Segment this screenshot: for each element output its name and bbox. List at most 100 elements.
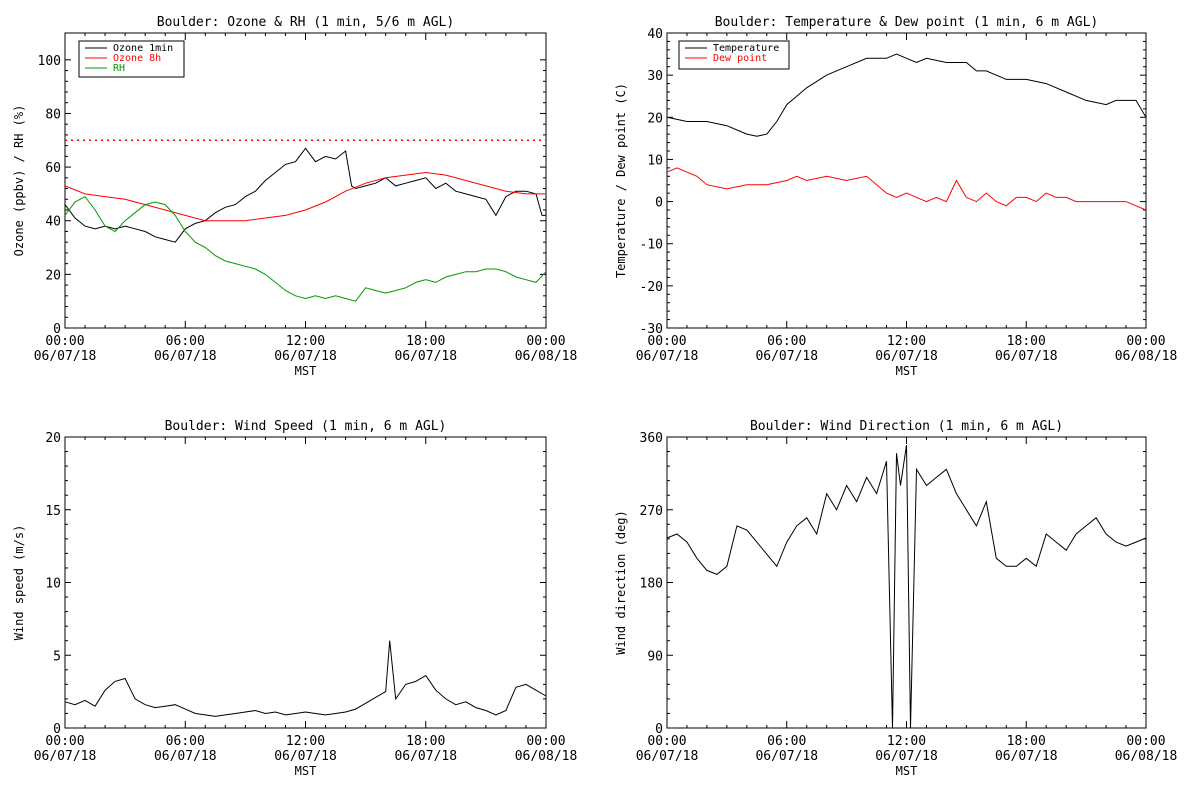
chart-0-ytick-label-5: 100 [38, 54, 61, 69]
chart-3-ylabel: Wind direction (deg) [614, 510, 628, 655]
chart-2-ytick-label-2: 10 [45, 577, 61, 592]
chart-3-series-series-0 [666, 445, 1147, 729]
chart-3-xlabel: MST [896, 764, 918, 778]
chart-1-series-dew-point [666, 167, 1147, 211]
chart-0-ytick-label-4: 80 [45, 107, 61, 122]
chart-2-xtick-label-4-1: 06/08/18 [515, 749, 578, 764]
chart-0-xtick-label-3-1: 06/07/18 [394, 349, 457, 364]
chart-3-xtick-label-4-0: 00:00 [1126, 734, 1165, 749]
chart-1-xtick-label-2-1: 06/07/18 [875, 349, 938, 364]
chart-1-xtick-label-3-0: 18:00 [1007, 334, 1046, 349]
chart-1-legend-box [678, 40, 790, 70]
chart-2-ytick-label-0: 0 [53, 722, 61, 737]
chart-0-xtick-label-1-0: 06:00 [166, 334, 205, 349]
chart-1-xtick-label-1-1: 06/07/18 [755, 349, 818, 364]
chart-2-xtick-label-0-0: 00:00 [45, 734, 84, 749]
chart-1-ytick-label-2: -10 [640, 238, 663, 253]
chart-0-xtick-label-4-0: 00:00 [526, 334, 565, 349]
chart-1-xtick-label-3-1: 06/07/18 [995, 349, 1058, 364]
chart-1-ytick-label-4: 10 [647, 153, 663, 168]
chart-2-xtick-label-3-1: 06/07/18 [394, 749, 457, 764]
chart-1-xlabel: MST [896, 364, 918, 378]
chart-2-ytick-label-4: 20 [45, 431, 61, 446]
chart-2-title: Boulder: Wind Speed (1 min, 6 m AGL) [165, 419, 447, 434]
chart-0-xtick-label-0-0: 00:00 [45, 334, 84, 349]
chart-1-title: Boulder: Temperature & Dew point (1 min,… [715, 15, 1099, 30]
chart-2-ytick-label-1: 5 [53, 649, 61, 664]
chart-0-legend-box [78, 40, 185, 78]
chart-3-xtick-label-2-1: 06/07/18 [875, 749, 938, 764]
chart-0-series-ozone-1min [64, 147, 546, 243]
chart-3-xtick-label-2-0: 12:00 [887, 734, 926, 749]
chart-3-title: Boulder: Wind Direction (1 min, 6 m AGL) [750, 419, 1063, 434]
chart-2-xtick-label-2-1: 06/07/18 [274, 749, 337, 764]
chart-1-xtick-label-0-0: 00:00 [647, 334, 686, 349]
chart-2-xtick-label-1-0: 06:00 [166, 734, 205, 749]
chart-2-ytick-label-3: 15 [45, 504, 61, 519]
chart-3-ytick-label-4: 360 [640, 431, 663, 446]
chart-3-xtick-label-1-0: 06:00 [767, 734, 806, 749]
chart-3-ytick-label-3: 270 [640, 504, 663, 519]
chart-0-series-rh [64, 195, 547, 302]
chart-3-ytick-label-1: 90 [647, 649, 663, 664]
chart-1-ytick-label-7: 40 [647, 27, 663, 42]
chart-2-xtick-label-3-0: 18:00 [406, 734, 445, 749]
chart-1-legend-label-1: Dew point [713, 53, 767, 64]
chart-1-xtick-label-1-0: 06:00 [767, 334, 806, 349]
chart-0-xtick-label-4-1: 06/08/18 [515, 349, 578, 364]
chart-2-xtick-label-4-0: 00:00 [526, 734, 565, 749]
chart-0-ytick-label-2: 40 [45, 215, 61, 230]
chart-1-series-temperature [666, 53, 1147, 137]
chart-0-xtick-label-3-0: 18:00 [406, 334, 445, 349]
chart-0-xtick-label-0-1: 06/07/18 [34, 349, 97, 364]
chart-3-plot-frame [666, 436, 1147, 729]
chart-1-xtick-label-0-1: 06/07/18 [636, 349, 699, 364]
chart-3-ytick-label-0: 0 [655, 722, 663, 737]
chart-2-series-series-0 [64, 640, 547, 717]
chart-3-ytick-label-2: 180 [640, 577, 663, 592]
chart-0-xlabel: MST [295, 364, 317, 378]
chart-1-ytick-label-5: 20 [647, 111, 663, 126]
chart-0-ytick-label-3: 60 [45, 161, 61, 176]
chart-1-xtick-label-4-0: 00:00 [1126, 334, 1165, 349]
chart-1-ytick-label-1: -20 [640, 280, 663, 295]
chart-3-xtick-label-0-1: 06/07/18 [636, 749, 699, 764]
chart-0-xtick-label-2-0: 12:00 [286, 334, 325, 349]
chart-1-xtick-label-4-1: 06/08/18 [1115, 349, 1178, 364]
chart-1-ytick-label-0: -30 [640, 322, 663, 337]
chart-3-xtick-label-4-1: 06/08/18 [1115, 749, 1178, 764]
wind-speed-chart: Boulder: Wind Speed (1 min, 6 m AGL) 0 5 10… [12, 419, 577, 778]
chart-3-xtick-label-3-1: 06/07/18 [995, 749, 1058, 764]
ozone-rh-chart: Boulder: Ozone & RH (1 min, 5/6 m AGL) 0 2… [12, 15, 577, 378]
chart-0-ytick-label-1: 20 [45, 268, 61, 283]
chart-0-xtick-label-1-1: 06/07/18 [154, 349, 217, 364]
chart-2-ylabel: Wind speed (m/s) [12, 525, 26, 641]
chart-0-legend-label-0: Ozone 1min [113, 43, 173, 54]
chart-0-legend-label-2: RH [113, 63, 125, 74]
chart-1-legend-label-0: Temperature [713, 43, 779, 54]
chart-1-xtick-label-2-0: 12:00 [887, 334, 926, 349]
chart-0-ylabel: Ozone (ppbv) / RH (%) [12, 105, 26, 257]
chart-2-xlabel: MST [295, 764, 317, 778]
chart-0-title: Boulder: Ozone & RH (1 min, 5/6 m AGL) [157, 15, 454, 30]
chart-0-series-ozone-8h [64, 171, 546, 222]
chart-3-xtick-label-1-1: 06/07/18 [755, 749, 818, 764]
wind-direction-chart: Boulder: Wind Direction (1 min, 6 m AGL)… [614, 419, 1177, 778]
chart-1-plot-frame [666, 32, 1147, 329]
chart-3-xtick-label-3-0: 18:00 [1007, 734, 1046, 749]
chart-1-ytick-label-3: 0 [655, 196, 663, 211]
chart-1-ytick-label-6: 30 [647, 69, 663, 84]
temperature-dewpoint-chart: Boulder: Temperature & Dew point (1 min,… [614, 15, 1177, 378]
chart-2-plot-frame [64, 436, 547, 729]
chart-2-xtick-label-1-1: 06/07/18 [154, 749, 217, 764]
chart-1-ylabel: Temperature / Dew point (C) [614, 83, 628, 278]
chart-2-xtick-label-0-1: 06/07/18 [34, 749, 97, 764]
chart-2-xtick-label-2-0: 12:00 [286, 734, 325, 749]
chart-3-xtick-label-0-0: 00:00 [647, 734, 686, 749]
chart-0-xtick-label-2-1: 06/07/18 [274, 349, 337, 364]
chart-0-legend-label-1: Ozone 8h [113, 53, 161, 64]
chart-0-ytick-label-0: 0 [53, 322, 61, 337]
